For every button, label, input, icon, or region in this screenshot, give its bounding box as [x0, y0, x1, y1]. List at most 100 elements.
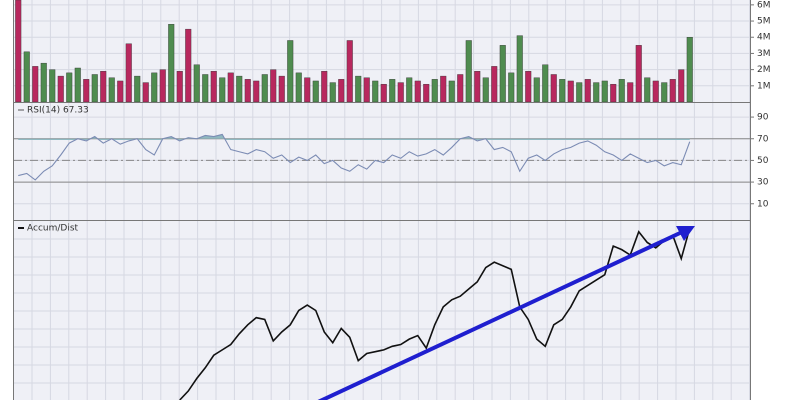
volume-bar [559, 79, 566, 103]
volume-bar [142, 82, 149, 103]
volume-bar [661, 82, 668, 103]
volume-bar [533, 77, 540, 103]
volume-bar [83, 79, 90, 103]
y-tick-label: 6M [757, 0, 771, 10]
volume-bar [261, 74, 268, 103]
volume-bar [40, 62, 47, 103]
volume-bar [100, 71, 107, 103]
volume-bar [584, 79, 591, 103]
volume-bar [210, 71, 217, 103]
volume-bar [312, 80, 319, 103]
volume-bar [363, 77, 370, 103]
y-tick-label: 3M [757, 49, 771, 59]
y-tick-label: 10 [757, 199, 769, 209]
volume-bar [91, 74, 98, 103]
volume-bar [474, 71, 481, 103]
volume-bar [593, 82, 600, 103]
volume-bar [601, 80, 608, 103]
volume-bar [567, 80, 574, 103]
volume-bar [329, 82, 336, 103]
volume-bar [23, 51, 30, 103]
volume-bar [448, 80, 455, 103]
volume-bar [406, 77, 413, 103]
volume-bar [576, 82, 583, 103]
volume-bar [134, 75, 141, 103]
volume-bar [108, 77, 115, 103]
volume-bar [202, 74, 209, 103]
volume-bar [482, 77, 489, 103]
trend-line [317, 231, 681, 400]
volume-bar [644, 77, 651, 103]
volume-bar [236, 75, 243, 103]
volume-bar [610, 83, 617, 103]
volume-bar [346, 40, 353, 103]
y-tick-label: 2M [757, 65, 771, 75]
volume-bar [355, 75, 362, 103]
volume-bar [635, 45, 642, 103]
volume-bar [508, 72, 515, 103]
volume-bar [125, 43, 132, 103]
volume-bar [516, 35, 523, 103]
y-tick-label: 5M [757, 17, 771, 27]
volume-bar [678, 69, 685, 103]
volume-bar [550, 74, 557, 103]
trend-arrowhead [676, 226, 695, 241]
volume-bar [287, 40, 294, 103]
volume-bar [491, 66, 498, 103]
vertical-grid [31, 0, 751, 400]
volume-bar [66, 72, 73, 103]
ad-label: Accum/Dist [27, 224, 79, 234]
volume-bar [244, 79, 251, 103]
volume-bar [414, 80, 421, 103]
volume-bar [32, 66, 39, 103]
trend-annotation [317, 226, 695, 400]
volume-bar [304, 77, 311, 103]
volume-bar [397, 82, 404, 103]
line-series [18, 133, 691, 181]
volume-bar [49, 69, 56, 103]
volume-bar [372, 80, 379, 103]
volume-bar [185, 28, 192, 103]
volume-bar [669, 79, 676, 103]
volume-bar [627, 82, 634, 103]
volume-bar [57, 75, 64, 103]
y-tick-label: 70 [757, 134, 769, 144]
volume-bar [389, 79, 396, 103]
volume-bar [193, 64, 200, 103]
volume-bar [465, 40, 472, 103]
volume-bar [278, 75, 285, 103]
volume-bar [525, 71, 532, 103]
y-tick-label: 1M [757, 81, 771, 91]
volume-bar [253, 80, 260, 103]
volume-bar [176, 71, 183, 103]
volume-bar [117, 80, 124, 103]
volume-bar [618, 79, 625, 103]
volume-bar [219, 77, 226, 103]
y-tick-label: 90 [757, 113, 769, 123]
volume-bar [431, 79, 438, 103]
volume-bar [686, 37, 693, 103]
volume-bar [151, 72, 158, 103]
line-series [179, 227, 691, 400]
volume-bar [542, 64, 549, 103]
volume-bar [321, 71, 328, 103]
volume-bar [423, 83, 430, 103]
volume-bar [380, 83, 387, 103]
volume-bar [652, 80, 659, 103]
y-tick-label: 30 [757, 178, 769, 188]
volume-bar [295, 72, 302, 103]
volume-bar [74, 67, 81, 103]
rsi-label: RSI(14) 67.33 [27, 106, 89, 116]
volume-bar [227, 72, 234, 103]
volume-bar [457, 74, 464, 103]
volume-bar [270, 69, 277, 103]
y-tick-label: 4M [757, 33, 771, 43]
volume-bar [338, 79, 345, 103]
volume-bar [168, 24, 175, 103]
y-tick-label: 50 [757, 156, 769, 166]
volume-bar [15, 0, 22, 103]
volume-bar [440, 75, 447, 103]
volume-bar [159, 69, 166, 103]
volume-bar [499, 45, 506, 103]
